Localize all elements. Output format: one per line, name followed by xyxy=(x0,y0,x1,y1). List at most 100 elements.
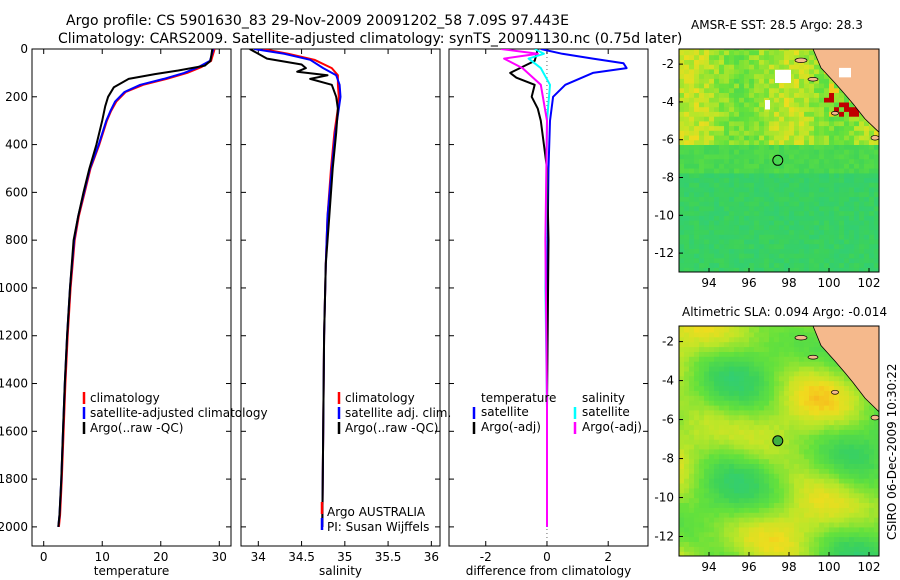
map-cell xyxy=(704,116,710,122)
map-cell xyxy=(699,248,705,254)
map-cell xyxy=(849,395,855,401)
map-cell xyxy=(754,385,760,391)
map-cell xyxy=(684,448,690,455)
map-cell xyxy=(784,497,790,503)
map-cell xyxy=(824,507,830,513)
map-cell xyxy=(859,248,865,254)
map-cell xyxy=(739,434,745,440)
map-cell xyxy=(819,492,825,499)
map-cell xyxy=(694,409,700,416)
map-cell xyxy=(784,125,790,131)
map-cell xyxy=(844,106,850,112)
map-cell xyxy=(704,92,710,98)
map-cell xyxy=(769,54,775,60)
map-cell xyxy=(719,380,725,387)
map-cell xyxy=(724,390,730,396)
legend-label-temp-satellite: satellite xyxy=(481,405,529,419)
map-cell xyxy=(834,551,840,556)
map-cell xyxy=(714,92,720,98)
map-cell xyxy=(709,83,715,89)
map-frame xyxy=(678,325,880,557)
map-cell xyxy=(789,135,795,141)
map-cell xyxy=(744,253,750,259)
map-cell xyxy=(714,210,720,216)
map-cell xyxy=(724,526,730,533)
map-cell xyxy=(694,191,700,197)
map-cell xyxy=(724,375,730,382)
map-cell xyxy=(764,327,770,333)
map-cell xyxy=(819,139,825,145)
map-cell xyxy=(749,149,755,155)
map-cell xyxy=(804,210,810,216)
map-cell xyxy=(794,356,800,362)
map-cell xyxy=(739,443,745,450)
map-cell xyxy=(729,351,735,357)
map-cell xyxy=(779,380,785,387)
map-cell xyxy=(819,220,825,226)
map-cell xyxy=(719,512,725,518)
map-cell xyxy=(744,404,750,411)
map-cell xyxy=(724,215,730,221)
map-cell xyxy=(809,409,815,416)
map-cell xyxy=(699,215,705,221)
map-cell xyxy=(794,238,800,245)
map-cell xyxy=(764,497,770,503)
map-cell xyxy=(684,191,690,197)
map-cell xyxy=(699,243,705,249)
map-cell xyxy=(749,366,755,372)
map-cell xyxy=(829,257,835,264)
map-cell xyxy=(769,101,775,108)
map-cell xyxy=(859,135,865,141)
map-cell xyxy=(794,473,800,479)
map-cell xyxy=(724,87,730,93)
map-cell xyxy=(764,229,770,235)
map-cell xyxy=(864,478,870,484)
map-cell xyxy=(714,497,720,503)
map-cell xyxy=(859,224,865,231)
map-cell xyxy=(839,375,845,382)
map-cell xyxy=(799,116,805,122)
map-cell xyxy=(794,49,800,56)
map-cell xyxy=(789,404,795,411)
map-cell xyxy=(849,404,855,411)
map-cell xyxy=(819,101,825,108)
map-cell xyxy=(854,158,860,164)
map-cell xyxy=(849,215,855,221)
map-cell xyxy=(849,234,855,240)
map-cell xyxy=(769,83,775,89)
map-cell xyxy=(754,111,760,117)
map-cell xyxy=(769,59,775,65)
map-cell xyxy=(699,125,705,131)
sst-map-title: AMSR-E SST: 28.5 Argo: 28.3 xyxy=(691,18,863,32)
map-cell xyxy=(854,149,860,155)
map-frame xyxy=(678,48,880,273)
map-cell xyxy=(854,243,860,249)
map-cell xyxy=(724,92,730,98)
map-cell xyxy=(754,443,760,450)
map-cell xyxy=(834,361,840,367)
map-cell xyxy=(759,168,765,174)
map-cell xyxy=(714,68,720,75)
map-cell xyxy=(839,439,845,445)
map-cell xyxy=(694,144,700,150)
map-cell xyxy=(764,168,770,174)
map-cell xyxy=(869,248,875,254)
map-cell xyxy=(714,220,720,226)
map-cell xyxy=(764,196,770,202)
map-cell xyxy=(689,215,695,221)
map-cell xyxy=(694,385,700,391)
map-cell xyxy=(699,238,705,245)
map-cell xyxy=(699,253,705,259)
map-cell xyxy=(809,331,815,338)
map-cell xyxy=(764,78,770,84)
map-cell xyxy=(829,526,835,533)
map-cell xyxy=(699,163,705,169)
map-cell xyxy=(829,220,835,226)
map-cell xyxy=(749,512,755,518)
map-cell xyxy=(689,536,695,542)
map-cell xyxy=(744,210,750,216)
map-cell xyxy=(834,434,840,440)
map-cell xyxy=(819,248,825,254)
map-cell xyxy=(749,336,755,343)
map-cell xyxy=(744,64,750,70)
